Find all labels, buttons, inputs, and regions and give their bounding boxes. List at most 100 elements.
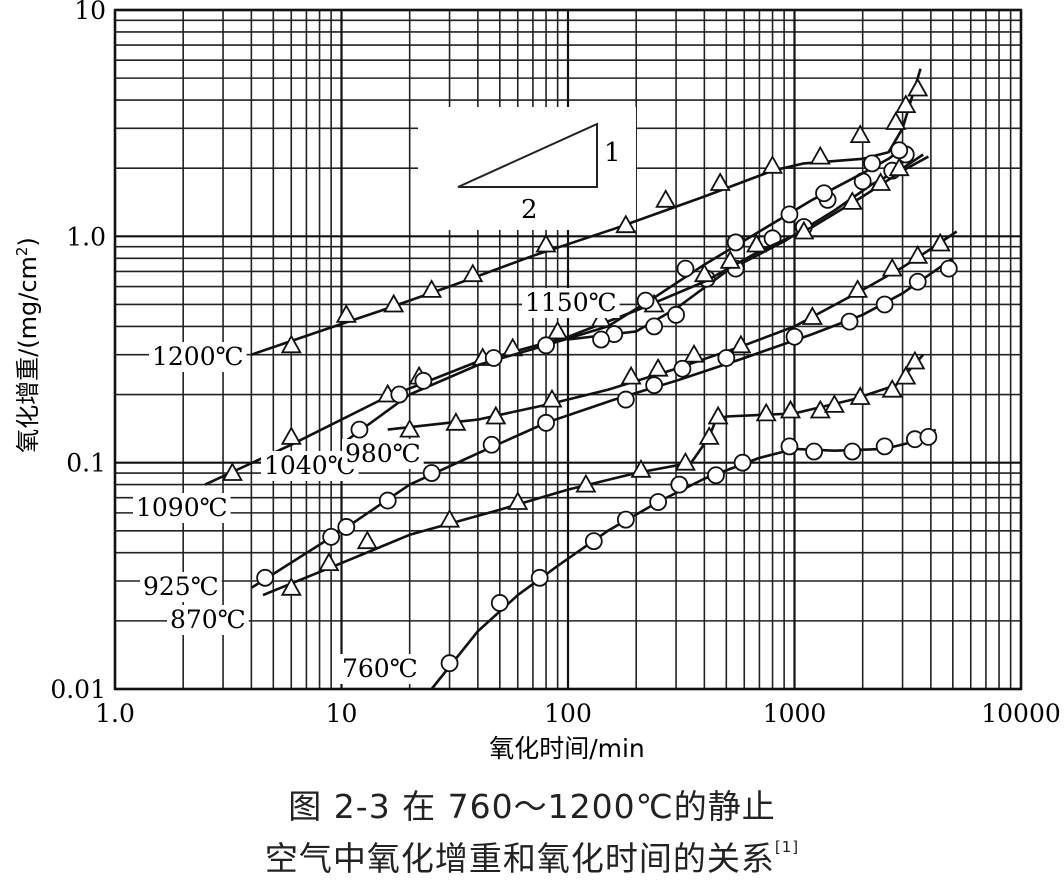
series-line bbox=[250, 68, 922, 356]
series-line bbox=[262, 353, 925, 597]
x-tick-label: 10 bbox=[326, 699, 358, 728]
triangle-marker bbox=[801, 306, 823, 325]
series-label-background bbox=[140, 572, 222, 602]
series-group bbox=[262, 350, 926, 597]
triangle-marker bbox=[399, 418, 421, 438]
x-tick-label: 10000 bbox=[981, 699, 1061, 728]
circle-marker bbox=[422, 464, 441, 482]
triangle-marker bbox=[779, 399, 802, 419]
y-tick-label: 10 bbox=[74, 0, 106, 25]
triangle-marker bbox=[719, 249, 741, 269]
triangle-marker bbox=[761, 154, 784, 174]
circle-marker bbox=[815, 184, 833, 203]
triangle-marker bbox=[929, 232, 951, 252]
triangle-marker bbox=[421, 279, 443, 298]
circle-marker bbox=[667, 305, 685, 324]
series-group bbox=[250, 257, 958, 589]
circle-marker bbox=[584, 532, 603, 551]
circle-marker bbox=[482, 435, 501, 454]
circle-marker bbox=[863, 154, 881, 173]
x-tick-label: 1.0 bbox=[95, 699, 135, 728]
triangle-marker bbox=[849, 124, 871, 144]
triangle-marker bbox=[335, 303, 357, 323]
triangle-marker bbox=[356, 530, 378, 550]
series-label: 760℃ bbox=[342, 654, 418, 683]
circle-marker bbox=[256, 568, 275, 587]
triangle-marker bbox=[683, 343, 705, 363]
slope-rise-label: 1 bbox=[604, 138, 621, 168]
triangle-marker bbox=[693, 263, 715, 283]
x-tick-label: 100 bbox=[544, 699, 592, 728]
triangle-marker bbox=[709, 172, 731, 191]
series-label: 1150℃ bbox=[525, 288, 617, 317]
circle-marker bbox=[670, 475, 689, 494]
circle-marker bbox=[843, 442, 862, 461]
triangle-marker bbox=[881, 378, 903, 398]
series-line bbox=[204, 155, 930, 486]
series-line bbox=[387, 230, 958, 431]
series-line bbox=[250, 257, 954, 589]
circle-marker bbox=[707, 466, 725, 485]
triangle-marker bbox=[885, 111, 907, 130]
circle-marker bbox=[733, 453, 752, 472]
triangle-marker bbox=[615, 214, 637, 234]
triangle-marker bbox=[655, 188, 677, 208]
triangle-marker bbox=[870, 172, 892, 191]
circle-marker bbox=[785, 327, 804, 346]
triangle-marker bbox=[895, 94, 917, 113]
circle-marker bbox=[840, 312, 859, 331]
triangle-marker bbox=[221, 462, 243, 481]
circle-marker bbox=[337, 518, 356, 536]
triangle-marker bbox=[318, 552, 340, 571]
circle-marker bbox=[780, 437, 799, 456]
triangle-marker bbox=[895, 365, 917, 385]
triangle-marker bbox=[793, 220, 815, 240]
circle-marker bbox=[616, 510, 635, 529]
circle-marker bbox=[350, 420, 369, 439]
triangle-marker bbox=[907, 77, 929, 97]
circle-marker bbox=[537, 336, 555, 355]
series-label: 1090℃ bbox=[136, 493, 228, 522]
series-layer bbox=[204, 68, 958, 690]
circle-marker bbox=[530, 568, 549, 587]
circle-marker bbox=[717, 349, 736, 367]
series-group bbox=[250, 68, 929, 356]
series-label-background bbox=[167, 605, 249, 635]
triangle-marker bbox=[620, 365, 642, 385]
circle-marker bbox=[780, 205, 799, 224]
triangle-marker bbox=[809, 399, 831, 419]
circle-marker bbox=[676, 259, 695, 278]
x-axis-label: 氧化时间/min bbox=[489, 734, 645, 763]
triangle-marker bbox=[280, 426, 302, 445]
triangle-marker bbox=[280, 576, 302, 596]
series-group bbox=[387, 230, 958, 438]
y-tick-label: 1.0 bbox=[66, 222, 106, 251]
series-group bbox=[430, 427, 938, 690]
slope-run-label: 2 bbox=[521, 195, 538, 225]
triangle-marker bbox=[707, 405, 729, 425]
triangle-marker bbox=[575, 473, 597, 493]
circle-marker bbox=[908, 272, 927, 291]
circle-marker bbox=[414, 371, 433, 390]
circle-marker bbox=[645, 317, 664, 336]
triangle-marker bbox=[823, 394, 845, 413]
circle-marker bbox=[592, 330, 610, 349]
series-line bbox=[345, 145, 907, 442]
triangle-marker bbox=[647, 357, 669, 377]
series-label-background bbox=[522, 288, 620, 318]
triangle-marker bbox=[535, 233, 557, 253]
triangle-marker bbox=[698, 426, 720, 445]
triangle-marker bbox=[383, 293, 405, 313]
triangle-marker bbox=[849, 386, 871, 405]
y-tick-label: 0.1 bbox=[66, 449, 106, 478]
x-tick-label: 1000 bbox=[763, 699, 827, 728]
triangle-marker bbox=[881, 257, 903, 277]
triangle-marker bbox=[462, 263, 484, 283]
triangle-marker bbox=[904, 350, 926, 370]
y-tick-label: 0.01 bbox=[50, 675, 106, 704]
triangle-marker bbox=[674, 451, 696, 471]
series-group bbox=[345, 141, 909, 442]
series-label: 870℃ bbox=[170, 605, 246, 634]
circle-marker bbox=[875, 437, 894, 456]
